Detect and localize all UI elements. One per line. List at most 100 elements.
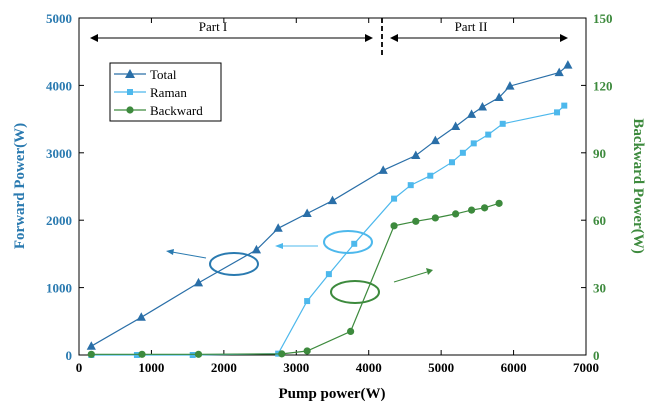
data-point-total [251, 244, 262, 254]
data-point-raman [325, 271, 332, 278]
right-y-tick-label: 0 [593, 348, 600, 363]
data-point-total [378, 165, 388, 174]
backward-axis-arrow [393, 271, 428, 283]
legend-marker-square [127, 89, 133, 95]
x-tick-label: 1000 [138, 360, 164, 375]
data-point-raman [189, 352, 196, 358]
x-tick-label: 6000 [501, 360, 527, 375]
legend-entry-raman: Raman [114, 85, 187, 100]
data-point-backward [347, 327, 355, 336]
part-annotations: Part I Part II [90, 18, 568, 55]
data-point-raman [449, 159, 456, 166]
x-tick-label: 2000 [211, 360, 237, 375]
axis-callouts [166, 230, 433, 304]
series-backward-line [91, 202, 500, 355]
data-point-raman [499, 120, 506, 127]
left-y-tick-label: 3000 [46, 146, 72, 161]
data-point-raman [427, 172, 434, 179]
legend-marker-triangle [125, 69, 135, 78]
data-point-raman [304, 298, 311, 305]
legend-entry-backward: Backward [114, 103, 203, 118]
data-point-backward [87, 350, 95, 358]
left-y-tick-label: 1000 [46, 281, 72, 296]
data-point-raman [351, 240, 358, 247]
right-y-tick-label: 90 [593, 146, 606, 161]
left-y-axis-ticks: 0 1000 2000 3000 4000 5000 [46, 11, 84, 363]
left-y-axis-title: Forward Power(W) [12, 123, 28, 249]
data-point-raman [554, 109, 561, 116]
part-one-label: Part I [199, 19, 228, 34]
left-y-tick-label: 0 [66, 348, 73, 363]
data-point-backward [303, 347, 311, 355]
data-point-backward [194, 350, 203, 358]
data-point-total [430, 135, 440, 145]
right-y-axis-title: Backward Power(W) [630, 118, 645, 253]
legend-label-raman: Raman [150, 85, 187, 100]
left-y-tick-label: 4000 [46, 78, 72, 93]
backward-axis-arrowhead [426, 268, 433, 275]
x-axis-ticks: 0 1000 2000 3000 4000 5000 6000 7000 [76, 18, 599, 375]
data-point-backward [431, 214, 439, 222]
backward-axis-ellipse [330, 280, 380, 304]
legend-label-backward: Backward [150, 103, 203, 118]
data-point-backward [495, 199, 503, 207]
data-point-raman [470, 140, 477, 147]
legend-entry-total: Total [114, 67, 177, 82]
data-point-total [451, 121, 461, 131]
data-point-total [193, 277, 204, 287]
right-y-axis-ticks: 0 30 60 90 120 150 [581, 11, 613, 363]
data-point-backward [278, 350, 286, 358]
left-y-tick-label: 2000 [46, 213, 72, 228]
total-axis-arrow [171, 251, 207, 259]
right-y-tick-label: 30 [593, 281, 606, 296]
data-point-raman [459, 149, 466, 156]
x-tick-label: 4000 [356, 360, 382, 375]
data-point-raman [407, 182, 414, 189]
series-layer [86, 60, 573, 358]
right-y-tick-label: 120 [593, 78, 613, 93]
data-point-total [563, 60, 573, 69]
x-tick-label: 3000 [283, 360, 309, 375]
plot-frame [78, 17, 587, 356]
total-axis-arrowhead [166, 249, 174, 255]
data-point-total [411, 150, 421, 159]
data-point-total [273, 223, 283, 232]
data-point-total [505, 81, 515, 90]
data-point-total [136, 312, 146, 321]
data-point-backward [138, 350, 146, 358]
data-point-total [494, 92, 504, 102]
data-point-backward [452, 210, 460, 218]
legend: Total Raman Backward [109, 62, 222, 122]
series-raman-line [91, 105, 565, 356]
series-backward [87, 199, 503, 358]
legend-marker-circle [126, 106, 134, 114]
x-axis-title: Pump power(W) [278, 386, 385, 402]
x-tick-label: 7000 [573, 360, 599, 375]
data-point-total [86, 341, 96, 350]
x-tick-label: 0 [76, 360, 83, 375]
data-point-total [466, 109, 477, 118]
data-point-backward [467, 206, 476, 214]
data-point-raman [485, 131, 492, 138]
total-axis-ellipse [209, 252, 259, 276]
data-point-raman [133, 352, 140, 358]
series-raman [88, 102, 568, 358]
data-point-backward [390, 222, 398, 230]
data-point-total [302, 208, 312, 217]
data-point-total [327, 195, 338, 205]
raman-axis-arrowhead [275, 243, 283, 249]
legend-label-total: Total [150, 67, 177, 82]
data-point-raman [391, 195, 398, 202]
data-point-total [477, 101, 488, 111]
part-two-label: Part II [455, 19, 488, 34]
right-y-tick-label: 150 [593, 11, 613, 26]
data-point-backward [412, 217, 420, 225]
raman-axis-ellipse [323, 230, 373, 254]
left-y-tick-label: 5000 [46, 11, 72, 26]
series-total [86, 60, 573, 350]
data-point-backward [481, 204, 489, 212]
data-point-raman [561, 102, 568, 109]
x-tick-label: 5000 [428, 360, 454, 375]
data-point-total [554, 67, 564, 77]
